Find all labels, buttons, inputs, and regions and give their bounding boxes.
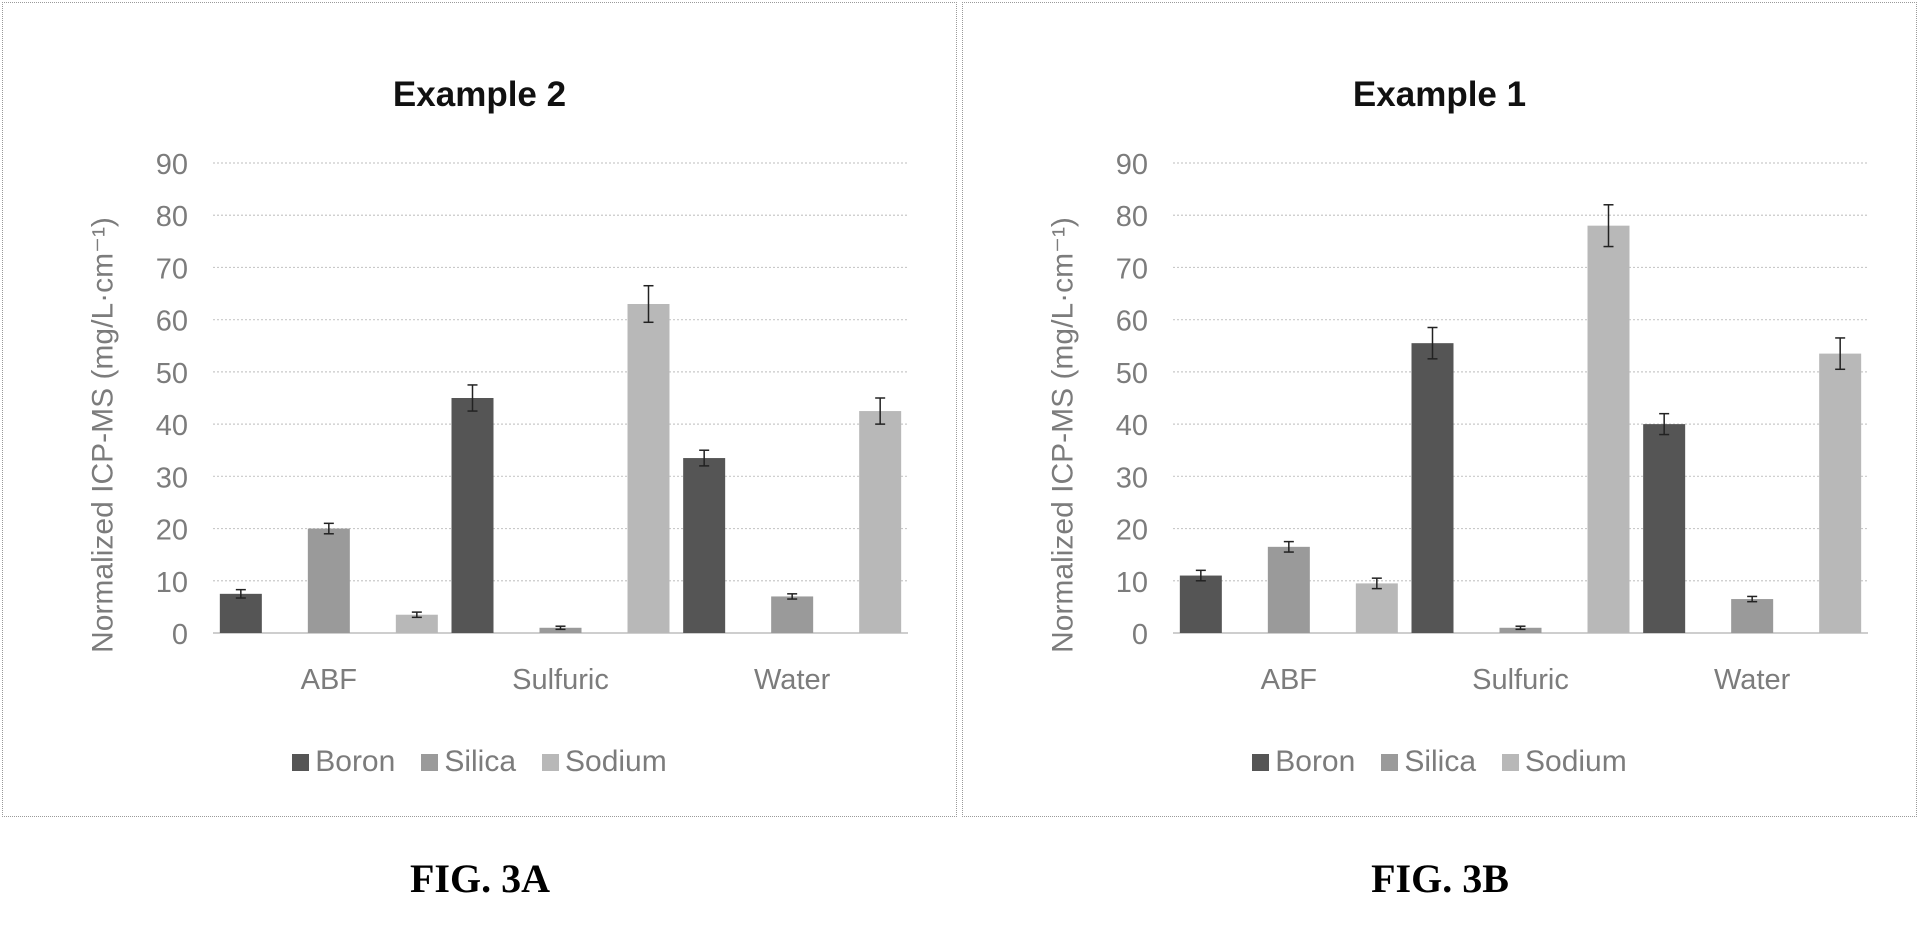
legend-item-boron: Boron <box>1252 745 1355 779</box>
bar-sodium-abf <box>395 614 438 633</box>
legend-item-boron: Boron <box>292 745 395 779</box>
bar-boron-abf <box>1179 575 1222 633</box>
bar-silica-sulfuric <box>539 627 582 633</box>
legend-swatch-boron <box>292 753 310 771</box>
y-tick-label: 90 <box>156 149 188 181</box>
bar-silica-water <box>1731 599 1774 633</box>
y-tick-label: 10 <box>1116 567 1148 599</box>
y-tick-label: 30 <box>156 462 188 494</box>
y-axis-label: Normalized ICP-MS (mg/L·cm⁻¹) <box>86 217 120 653</box>
figure-caption-3a: FIG. 3A <box>410 856 550 901</box>
chart-title: Example 1 <box>1352 75 1527 114</box>
bar-boron-sulfuric <box>1411 343 1454 633</box>
x-tick-label: Water <box>754 664 831 696</box>
legend-label-silica: Silica <box>1404 745 1477 778</box>
legend-label-silica: Silica <box>444 745 517 778</box>
legend-label-sodium: Sodium <box>565 745 667 778</box>
bar-boron-water <box>1643 424 1686 633</box>
legend-item-sodium: Sodium <box>542 745 667 779</box>
bar-sodium-sulfuric <box>1587 225 1630 633</box>
y-tick-label: 50 <box>1116 358 1148 390</box>
x-tick-label: ABF <box>1261 664 1317 696</box>
bar-silica-abf <box>1267 546 1310 633</box>
legend-swatch-sodium <box>1502 753 1520 771</box>
y-tick-label: 0 <box>172 619 188 651</box>
legend-label-boron: Boron <box>315 745 396 778</box>
bar-boron-abf <box>219 593 262 633</box>
y-tick-label: 30 <box>1116 462 1148 494</box>
y-tick-label: 60 <box>1116 306 1148 338</box>
bar-boron-sulfuric <box>451 398 494 633</box>
y-tick-label: 40 <box>156 410 188 442</box>
bar-silica-abf <box>307 528 350 633</box>
y-tick-label: 80 <box>156 201 188 233</box>
x-tick-label: ABF <box>301 664 357 696</box>
bar-sodium-sulfuric <box>627 304 670 633</box>
legend-swatch-silica <box>1381 753 1399 771</box>
legend-label-boron: Boron <box>1275 745 1356 778</box>
legend-label-sodium: Sodium <box>1525 745 1627 778</box>
legend: Boron Silica Sodium <box>963 745 1916 779</box>
y-tick-label: 70 <box>1116 253 1148 285</box>
legend-item-silica: Silica <box>421 745 516 779</box>
legend-swatch-sodium <box>542 753 560 771</box>
y-tick-label: 20 <box>156 515 188 547</box>
y-axis-label: Normalized ICP-MS (mg/L·cm⁻¹) <box>1046 217 1080 653</box>
legend: Boron Silica Sodium <box>3 745 956 779</box>
figure-caption-3b: FIG. 3B <box>1371 856 1509 901</box>
y-tick-label: 80 <box>1116 201 1148 233</box>
x-tick-label: Water <box>1714 664 1791 696</box>
bar-silica-sulfuric <box>1499 627 1542 633</box>
y-tick-label: 10 <box>156 567 188 599</box>
legend-item-silica: Silica <box>1381 745 1476 779</box>
y-tick-label: 70 <box>156 253 188 285</box>
y-tick-label: 50 <box>156 358 188 390</box>
y-tick-label: 90 <box>1116 149 1148 181</box>
chart-panel-example-1: 0 10 20 30 40 50 60 70 80 90 ABF Sulfuric Water Exam… <box>962 2 1917 817</box>
y-tick-label: 60 <box>156 306 188 338</box>
y-tick-label: 40 <box>1116 410 1148 442</box>
y-tick-label: 0 <box>1132 619 1148 651</box>
bar-sodium-water <box>1819 353 1862 633</box>
chart-panel-example-2: 0 10 20 30 40 50 60 70 80 90 ABF Sulfuric Water Exam… <box>2 2 957 817</box>
bar-sodium-abf <box>1355 583 1398 633</box>
legend-item-sodium: Sodium <box>1502 745 1627 779</box>
bar-sodium-water <box>859 411 902 633</box>
x-tick-label: Sulfuric <box>1472 664 1569 696</box>
legend-swatch-boron <box>1252 753 1270 771</box>
bar-silica-water <box>771 596 814 633</box>
chart-title: Example 2 <box>392 75 567 114</box>
bar-chart-example-2: 0 10 20 30 40 50 60 70 80 90 ABF Sulfuric Water <box>156 149 908 696</box>
x-tick-label: Sulfuric <box>512 664 609 696</box>
bar-chart-example-1: 0 10 20 30 40 50 60 70 80 90 ABF Sulfuric Water <box>1116 149 1868 696</box>
bar-boron-water <box>683 458 726 633</box>
legend-swatch-silica <box>421 753 439 771</box>
y-tick-label: 20 <box>1116 515 1148 547</box>
